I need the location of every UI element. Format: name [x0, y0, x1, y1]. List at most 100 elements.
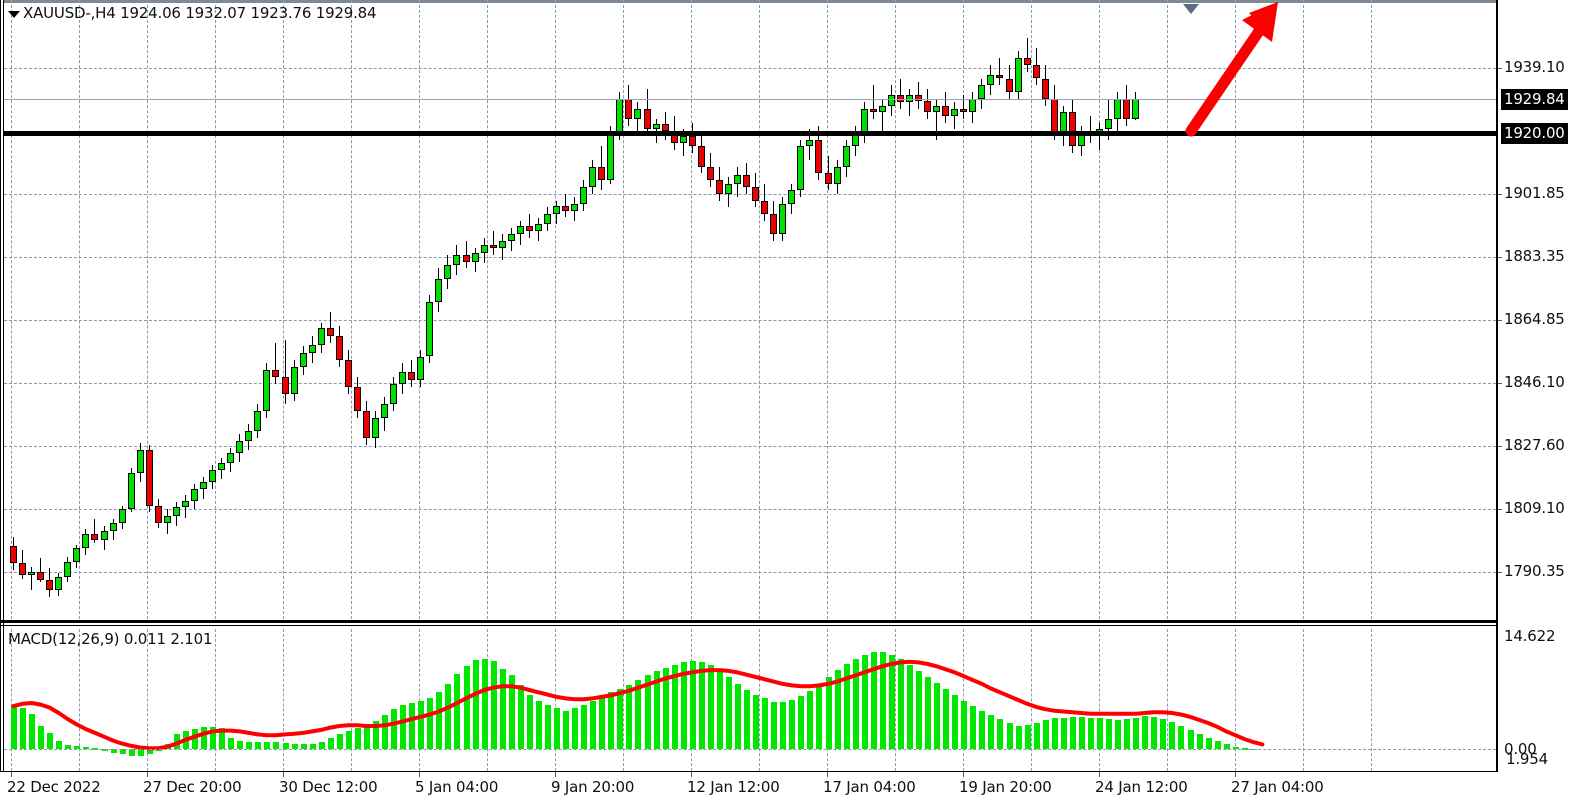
gridline-vertical [1235, 0, 1236, 619]
candle-body-bullish [453, 254, 461, 265]
price-chart-pane[interactable] [4, 0, 1496, 619]
candle-body-bullish [218, 463, 226, 471]
macd-histogram-bar [47, 732, 54, 749]
macd-histogram-bar [1069, 716, 1076, 749]
time-axis-label: 19 Jan 20:00 [959, 778, 1052, 796]
macd-histogram-bar [463, 665, 470, 749]
time-axis-tick [691, 772, 692, 777]
candle-body-bearish [91, 534, 99, 540]
candle-body-bearish [960, 109, 968, 113]
candle-body-bearish [996, 75, 1004, 79]
time-axis-label: 22 Dec 2022 [7, 778, 101, 796]
price-axis-label-highlighted: 1929.84 [1501, 89, 1568, 111]
macd-histogram-bar [300, 744, 307, 749]
gridline-vertical [419, 0, 420, 619]
price-axis[interactable]: 1939.10 1929.84 1920.00 1901.85 1883.35 1864.… [1497, 0, 1571, 803]
price-axis-label: 1790.35 [1504, 562, 1565, 581]
macd-histogram-bar [590, 700, 597, 749]
time-axis-separator [0, 771, 1497, 772]
macd-histogram-bar [879, 652, 886, 749]
candle-body-bullish [860, 109, 868, 133]
macd-histogram-bar [644, 675, 651, 749]
candle-body-bullish [878, 105, 886, 113]
gridline-vertical [79, 629, 80, 771]
time-axis-tick [1099, 772, 1100, 777]
macd-histogram-bar [83, 746, 90, 749]
candle-body-bullish [435, 278, 443, 303]
gridline-vertical [1031, 629, 1032, 771]
time-axis-label: 30 Dec 12:00 [279, 778, 378, 796]
gridline-vertical-minor [487, 0, 488, 619]
candle-body-bullish [426, 302, 434, 357]
macd-histogram-bar [554, 707, 560, 749]
candle-body-bullish [308, 344, 316, 354]
candle-body-bullish [607, 132, 615, 181]
macd-histogram-bar [246, 742, 253, 749]
candle-body-bullish [1105, 119, 1113, 130]
candle-body-bullish [543, 214, 551, 225]
candle-body-bearish [896, 95, 904, 103]
time-axis-label: 12 Jan 12:00 [687, 778, 780, 796]
macd-histogram-bar [1042, 719, 1049, 749]
candle-body-bearish [697, 146, 705, 167]
price-axis-label: 1864.85 [1504, 309, 1565, 328]
macd-histogram-bar [716, 670, 723, 749]
macd-histogram-bar [1223, 744, 1230, 749]
macd-histogram-bar [436, 692, 443, 749]
candle-body-bearish [272, 370, 280, 377]
macd-histogram-bar [92, 748, 99, 750]
candle-body-bearish [715, 180, 723, 194]
support-level-line[interactable] [4, 130, 1496, 136]
chevron-down-icon[interactable] [8, 11, 20, 18]
candle-body-bullish [498, 241, 506, 248]
gridline-vertical [963, 0, 964, 619]
candle-body-bullish [263, 370, 271, 411]
candle-body-bullish [444, 264, 452, 279]
candle-body-bearish [598, 166, 606, 181]
macd-histogram-bar [970, 706, 977, 749]
gridline-vertical-minor [623, 0, 624, 619]
macd-histogram-bar [309, 743, 316, 749]
candle-wick [94, 519, 96, 543]
bid-price-line [4, 99, 1496, 101]
time-axis-label: 27 Jan 04:00 [1231, 778, 1324, 796]
candle-wick [899, 78, 901, 109]
candle-body-bullish [580, 186, 588, 204]
macd-histogram-bar [680, 662, 687, 749]
gridline-vertical-minor [895, 0, 896, 619]
macd-indicator-pane[interactable] [4, 629, 1496, 771]
time-axis-label: 24 Jan 12:00 [1095, 778, 1188, 796]
candle-wick [1089, 115, 1091, 143]
candle-body-bullish [28, 571, 36, 576]
candle-wick [908, 88, 910, 116]
macd-histogram-bar [508, 675, 515, 749]
chart-top-scroll-strip[interactable] [4, 0, 1496, 3]
macd-histogram-bar [762, 698, 769, 749]
macd-histogram-bar [1124, 719, 1131, 749]
macd-histogram-bar [807, 690, 814, 749]
macd-histogram-bar [110, 749, 117, 753]
price-axis-label: 1809.10 [1504, 498, 1565, 517]
candle-body-bullish [136, 449, 144, 474]
candle-wick [492, 231, 494, 255]
candle-body-bearish [1041, 78, 1049, 99]
candle-wick [999, 58, 1001, 86]
price-axis-label-highlighted: 1920.00 [1501, 122, 1568, 144]
macd-histogram-bar [1078, 716, 1085, 749]
macd-histogram-bar [744, 690, 751, 749]
candle-body-bullish [181, 500, 189, 508]
macd-histogram-bar [1178, 726, 1185, 749]
candle-body-bullish [842, 146, 850, 167]
macd-histogram-bar [1151, 716, 1158, 749]
time-axis[interactable]: 22 Dec 2022 27 Dec 20:00 30 Dec 12:00 5 Jan… [0, 772, 1497, 803]
macd-histogram-bar [1160, 719, 1167, 749]
candle-body-bearish [643, 109, 651, 130]
gridline-horizontal [4, 508, 1496, 510]
candle-body-bullish [779, 203, 787, 235]
gridline-vertical [351, 629, 352, 771]
macd-histogram-bar [961, 700, 968, 749]
gridline-horizontal [4, 194, 1496, 196]
price-axis-label: 1827.60 [1504, 436, 1565, 454]
gridline-vertical-minor [351, 0, 352, 619]
